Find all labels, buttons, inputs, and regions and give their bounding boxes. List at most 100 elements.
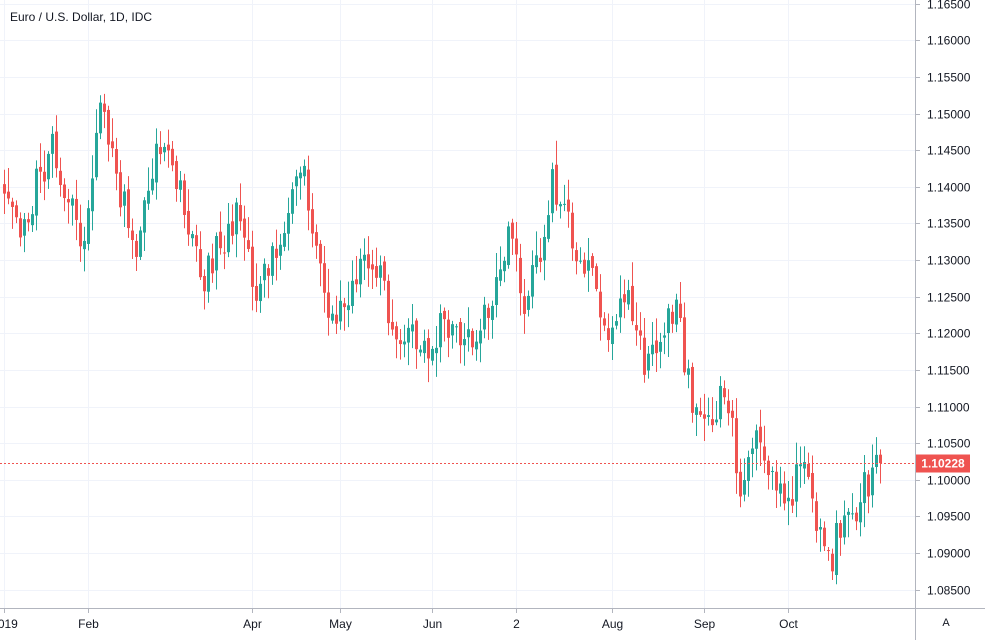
- candle-body: [415, 320, 418, 350]
- candle-body: [127, 189, 130, 229]
- candle: [331, 305, 334, 324]
- candle: [663, 322, 666, 355]
- candle-body: [91, 178, 94, 212]
- candle-body: [615, 321, 618, 326]
- candle-body: [243, 218, 246, 238]
- candle: [167, 129, 170, 168]
- candle-body: [319, 243, 322, 264]
- candle-body: [299, 172, 302, 179]
- x-tick-label: May: [329, 617, 352, 631]
- candle: [591, 253, 594, 276]
- candle-body: [323, 263, 326, 293]
- candle: [207, 252, 210, 303]
- candle-body: [271, 246, 274, 276]
- candle: [791, 476, 794, 513]
- candle: [383, 256, 386, 291]
- candle: [187, 189, 190, 246]
- candle: [131, 218, 134, 259]
- candle-body: [675, 299, 678, 325]
- candle: [819, 518, 822, 552]
- candle-body: [587, 260, 590, 271]
- candle: [359, 248, 362, 298]
- candle: [703, 393, 706, 442]
- auto-scale-button-label[interactable]: A: [942, 617, 950, 629]
- candle: [111, 118, 114, 158]
- candle: [11, 197, 14, 229]
- candle-body: [623, 294, 626, 303]
- candle: [211, 243, 214, 283]
- candle: [807, 452, 810, 480]
- candle-body: [199, 249, 202, 278]
- candle-body: [795, 464, 798, 502]
- candle: [435, 325, 438, 377]
- candle-body: [791, 499, 794, 506]
- candle-body: [711, 419, 714, 426]
- candle: [35, 160, 38, 231]
- candle: [43, 150, 46, 201]
- candle-body: [235, 202, 238, 235]
- candle: [875, 437, 878, 474]
- y-tick-label: 1.09500: [927, 510, 971, 524]
- candle: [219, 211, 222, 255]
- candle-body: [343, 303, 346, 308]
- candle-body: [303, 165, 306, 177]
- candle: [79, 204, 82, 262]
- candle: [551, 162, 554, 223]
- candle-body: [835, 522, 838, 576]
- candle: [531, 250, 534, 309]
- candle: [291, 182, 294, 224]
- candle: [687, 359, 690, 389]
- candle: [775, 460, 778, 509]
- candle-body: [583, 259, 586, 274]
- candle-body: [599, 291, 602, 318]
- y-tick-label: 1.16000: [927, 34, 971, 48]
- candle-body: [147, 190, 150, 204]
- candle: [307, 155, 310, 231]
- candle-body: [275, 248, 278, 258]
- auto-scale-button[interactable]: A: [935, 611, 957, 631]
- candle-body: [19, 218, 22, 238]
- candle-body: [55, 131, 58, 169]
- x-tick-label: Jun: [423, 617, 442, 631]
- candle-body: [823, 527, 826, 547]
- candle: [107, 105, 110, 162]
- candle: [447, 310, 450, 358]
- candle: [71, 194, 74, 226]
- candle: [851, 493, 854, 520]
- grid-lines: [0, 0, 920, 613]
- candle: [679, 281, 682, 323]
- candle: [711, 397, 714, 433]
- candle: [675, 293, 678, 333]
- candle: [615, 314, 618, 330]
- candle: [487, 303, 490, 340]
- y-tick-label: 1.11500: [927, 364, 970, 378]
- candle: [391, 299, 394, 336]
- candle-body: [223, 252, 226, 254]
- candle-body: [739, 471, 742, 497]
- candle: [63, 178, 66, 212]
- candle: [695, 403, 698, 437]
- candle: [571, 202, 574, 261]
- candle: [519, 243, 522, 316]
- candle: [255, 263, 258, 313]
- candle: [199, 231, 202, 281]
- candle-body: [283, 233, 286, 247]
- candle: [815, 492, 818, 543]
- candle-body: [755, 430, 758, 449]
- candle-body: [479, 330, 482, 344]
- candle: [459, 317, 462, 364]
- candle: [731, 399, 734, 437]
- candle-body: [631, 285, 634, 322]
- candle: [67, 188, 70, 224]
- candle-body: [535, 255, 538, 268]
- candle-body: [475, 341, 478, 350]
- auto-scale-button-bg[interactable]: [935, 611, 957, 631]
- candle: [575, 242, 578, 275]
- candle-body: [163, 146, 166, 153]
- candle: [535, 231, 538, 274]
- candle-body: [11, 201, 14, 207]
- candle: [179, 170, 182, 203]
- candle: [643, 318, 646, 383]
- candle-body: [555, 164, 558, 205]
